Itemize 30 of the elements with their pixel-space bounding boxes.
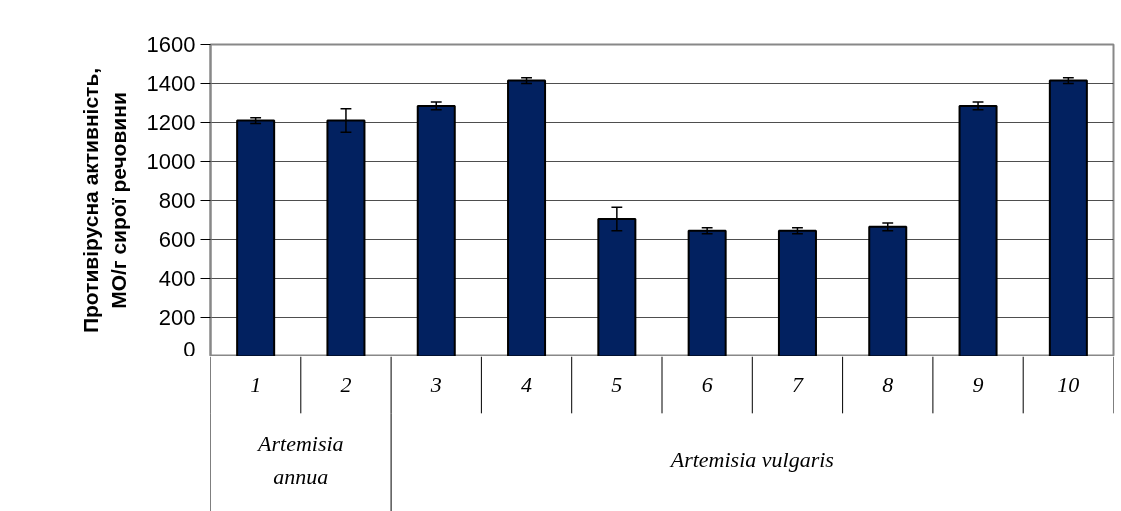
x-tick-label: 10 <box>1057 371 1080 397</box>
text: Artemisia annua <box>256 431 344 489</box>
text: Artemisia vulgaris <box>668 447 834 473</box>
y-tick-label: 1000 <box>146 149 196 174</box>
y-tick-label: 1200 <box>146 110 196 135</box>
y-tick-label: 200 <box>158 305 196 330</box>
y-axis-title: Противірусна активність, МО/г сирої речовини <box>78 67 130 334</box>
bar <box>416 104 456 356</box>
y-tick-label: 600 <box>158 227 196 252</box>
bar <box>507 79 547 356</box>
x-tick-label: 4 <box>521 371 533 397</box>
bar <box>1048 79 1088 356</box>
bar <box>687 229 727 356</box>
x-tick-label: 9 <box>972 371 984 397</box>
x-tick-label: 7 <box>791 371 804 397</box>
bar <box>236 119 276 356</box>
x-tick-label: 2 <box>340 371 352 397</box>
x-tick-label: 3 <box>429 371 442 397</box>
y-tick-label: 0 <box>183 336 196 362</box>
y-tick-label: 1600 <box>146 32 196 57</box>
x-tick-label: 8 <box>882 371 894 397</box>
y-tick-label: 1400 <box>146 71 196 96</box>
bar <box>777 229 817 356</box>
bar <box>868 225 908 356</box>
x-tick-label: 5 <box>611 371 623 397</box>
bar <box>958 104 998 356</box>
x-tick-label: 1 <box>250 371 262 397</box>
y-tick-label: 800 <box>158 188 196 213</box>
x-tick-label: 6 <box>701 371 713 397</box>
y-tick-label: 400 <box>158 266 196 291</box>
